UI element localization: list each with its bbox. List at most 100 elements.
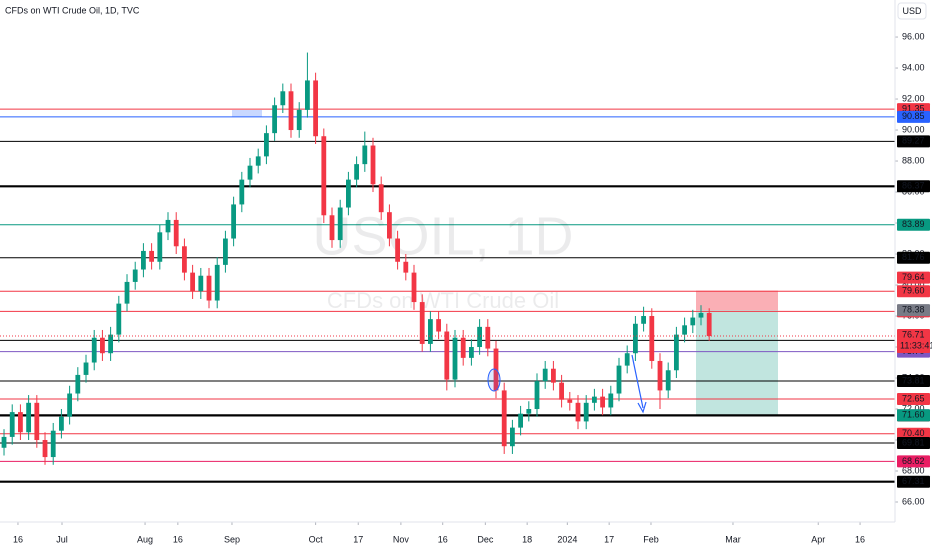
price-label: 81.76 [902, 252, 925, 262]
candle-body [59, 416, 64, 431]
candle-body [534, 381, 540, 410]
price-label: 71.60 [902, 410, 925, 420]
x-tick-label: Sep [224, 534, 240, 544]
candle-body [313, 80, 319, 137]
price-label: 69.81 [902, 437, 925, 447]
candle-body [600, 396, 605, 408]
price-label-box [897, 271, 930, 284]
price-label: 90.85 [902, 111, 925, 121]
candle-body [26, 402, 32, 433]
price-label-box [897, 392, 930, 405]
candle-body [567, 399, 573, 403]
candle-body [354, 164, 360, 180]
plot [0, 52, 895, 465]
y-tick-label: 88.00 [902, 155, 925, 165]
price-label-box [897, 135, 930, 148]
candle-body [157, 232, 163, 262]
x-tick-label: Dec [477, 534, 494, 544]
price-label: 83.89 [902, 219, 925, 229]
candle-body [214, 264, 220, 301]
candle-body [616, 365, 622, 394]
x-tick-label: 17 [604, 534, 614, 544]
candle-body [419, 302, 425, 344]
candle-body [18, 412, 23, 433]
candle-body [436, 319, 442, 332]
candle-body [223, 238, 228, 265]
y-tick-label: 92.00 [902, 93, 925, 103]
x-tick-label: Aug [137, 534, 153, 544]
price-label-box [897, 251, 930, 264]
candle-body [182, 246, 187, 273]
candle-body [67, 393, 73, 417]
x-tick-label: 18 [522, 534, 532, 544]
candle-body [296, 109, 302, 131]
candle-body [378, 184, 384, 213]
arrow-annotation [631, 354, 644, 409]
price-label-box [897, 304, 930, 317]
candle-body [542, 368, 548, 382]
candle-body [337, 207, 343, 241]
candle-body [444, 331, 450, 380]
candle-body [608, 393, 614, 408]
candle-body [141, 250, 146, 270]
candle-body [641, 316, 646, 324]
candle-body [518, 413, 524, 428]
x-tick-label: Mar [725, 534, 741, 544]
watermark: USOIL, 1D [312, 206, 573, 266]
price-label: 67.31 [902, 476, 925, 486]
candle-body [624, 353, 630, 366]
price-label: 91.35 [902, 103, 925, 113]
candle-body [50, 430, 56, 458]
candle-body [100, 337, 105, 354]
x-tick-label: Apr [811, 534, 825, 544]
candle-body [239, 179, 245, 205]
x-tick-label: 16 [13, 534, 23, 544]
highlight-zone [232, 110, 262, 117]
candle-body [706, 312, 712, 337]
price-label: 73.81 [902, 375, 925, 385]
candle-body [198, 275, 204, 292]
candle-body [108, 334, 114, 354]
candle-body [272, 105, 278, 134]
candle-body [428, 319, 433, 344]
candle-body [690, 317, 696, 326]
arrow-head [637, 401, 647, 414]
currency: USD [902, 6, 922, 16]
x-tick-label: 2024 [557, 534, 577, 544]
candle-body [673, 334, 679, 371]
price-label: 68.62 [902, 456, 925, 466]
candle-body [280, 91, 286, 106]
candle-body [550, 368, 556, 383]
last-price-label: 76.71 [902, 329, 925, 339]
candle-body [575, 402, 581, 422]
candle-body [370, 145, 376, 185]
price-label-box [897, 475, 930, 488]
candle-body [190, 272, 196, 292]
candle-body [305, 80, 310, 110]
candle-body [501, 390, 507, 447]
candle-body [116, 303, 122, 335]
x-tick-label: 17 [353, 534, 363, 544]
candle-body [149, 250, 155, 262]
candle-body [42, 440, 48, 458]
candle-body [387, 212, 392, 239]
price-label: 70.40 [902, 428, 925, 438]
candle-body [206, 275, 212, 301]
y-tick-label: 80.00 [902, 279, 925, 289]
candle-body [9, 412, 15, 437]
candle-body [632, 323, 638, 354]
y-tick-label: 72.00 [902, 403, 925, 413]
candle-body [362, 145, 368, 165]
stop-zone [696, 290, 778, 311]
price-label-box [897, 374, 930, 387]
y-tick-label: 68.00 [902, 465, 925, 475]
candle-body [321, 136, 327, 216]
price-label: 78.38 [902, 305, 925, 315]
candle-body [460, 337, 466, 358]
candle-body [264, 133, 269, 157]
currency-box[interactable] [897, 2, 927, 20]
candle-body [124, 281, 130, 304]
y-tick-label: 96.00 [902, 31, 925, 41]
